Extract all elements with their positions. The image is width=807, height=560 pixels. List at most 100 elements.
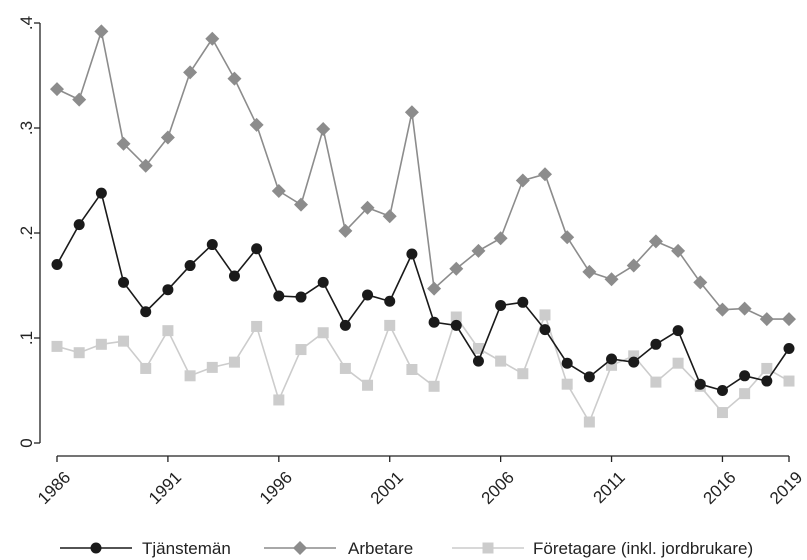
data-point — [404, 105, 419, 120]
data-point — [472, 343, 484, 354]
data-point — [450, 311, 462, 323]
data-point — [183, 65, 198, 80]
data-point — [184, 370, 196, 382]
legend-marker — [90, 542, 102, 554]
data-point — [317, 276, 329, 288]
data-point — [362, 379, 374, 391]
legend-item: Företagare (inkl. jordbrukare) — [452, 539, 753, 558]
data-point — [517, 368, 529, 380]
data-point — [583, 371, 595, 383]
legend-item: Tjänstemän — [60, 539, 231, 558]
data-point — [206, 361, 218, 373]
data-point — [251, 320, 263, 332]
y-tick-label: .4 — [17, 16, 36, 30]
data-point — [227, 71, 242, 86]
y-tick-label: .1 — [17, 331, 36, 345]
data-point — [118, 276, 130, 288]
data-point — [160, 130, 175, 145]
data-point — [184, 260, 196, 272]
data-point — [650, 338, 662, 350]
data-point — [294, 197, 308, 212]
data-point — [273, 290, 285, 302]
data-point — [50, 82, 64, 97]
data-point — [73, 219, 85, 231]
legend-marker — [293, 541, 307, 555]
x-tick-label: 2011 — [589, 468, 628, 507]
data-point — [628, 356, 640, 368]
data-point — [539, 324, 551, 336]
data-point — [316, 122, 331, 137]
legend-marker — [482, 542, 494, 554]
data-point — [517, 296, 529, 308]
series-2 — [51, 309, 795, 428]
data-point — [162, 284, 174, 296]
data-point — [560, 230, 575, 245]
data-point — [140, 306, 152, 318]
data-point — [271, 184, 286, 198]
axes: 0 .1 .2 .3 .4 1986 1991 1996 2001 2006 2011 2016 20… — [17, 16, 806, 508]
data-point — [495, 299, 507, 311]
data-point — [739, 388, 751, 400]
data-point — [539, 309, 551, 321]
data-point — [249, 117, 264, 132]
data-point — [759, 312, 774, 327]
data-point — [360, 200, 375, 215]
data-point — [273, 394, 285, 406]
series-1 — [50, 24, 796, 327]
data-point — [118, 335, 130, 347]
data-point — [693, 275, 708, 290]
data-point — [493, 231, 508, 246]
data-point — [737, 301, 752, 316]
data-point — [672, 357, 684, 369]
series-line — [56, 314, 790, 423]
data-point — [783, 343, 795, 354]
data-point — [338, 223, 353, 238]
data-point — [138, 158, 153, 173]
data-point — [51, 340, 63, 352]
series-0 — [51, 187, 795, 396]
x-tick-label: 1986 — [34, 468, 74, 508]
data-point — [228, 356, 240, 368]
data-point — [626, 258, 641, 273]
data-point — [782, 312, 796, 327]
data-point — [783, 375, 795, 387]
x-tick-label: 2001 — [367, 468, 407, 508]
x-tick-label: 2016 — [700, 468, 740, 508]
data-point — [648, 234, 663, 249]
data-point — [672, 325, 684, 337]
x-tick-label: 2006 — [478, 468, 518, 508]
data-point — [650, 376, 662, 388]
plot-area — [50, 24, 796, 428]
data-point — [382, 209, 397, 224]
data-point — [428, 316, 440, 328]
data-point — [604, 272, 619, 287]
data-point — [384, 319, 396, 331]
data-point — [450, 319, 462, 331]
data-point — [295, 291, 307, 303]
data-point — [561, 378, 573, 390]
data-point — [716, 407, 728, 419]
data-point — [228, 270, 240, 282]
data-point — [162, 325, 174, 337]
data-point — [761, 362, 773, 374]
data-point — [694, 378, 706, 390]
data-point — [73, 347, 85, 359]
data-point — [51, 259, 63, 270]
data-point — [295, 344, 307, 356]
data-point — [406, 364, 418, 375]
y-tick-label: .3 — [17, 121, 36, 135]
data-point — [449, 261, 464, 276]
data-point — [428, 380, 440, 392]
data-point — [317, 327, 329, 339]
data-point — [362, 289, 374, 301]
data-point — [583, 416, 595, 428]
data-point — [472, 355, 484, 367]
data-point — [339, 362, 351, 374]
data-point — [628, 350, 640, 362]
legend-item: Arbetare — [264, 539, 413, 558]
data-point — [495, 355, 507, 367]
legend-label: Arbetare — [348, 539, 413, 558]
x-tick-label: 1991 — [145, 468, 185, 508]
data-point — [406, 248, 418, 260]
legend-label: Tjänstemän — [142, 539, 231, 558]
